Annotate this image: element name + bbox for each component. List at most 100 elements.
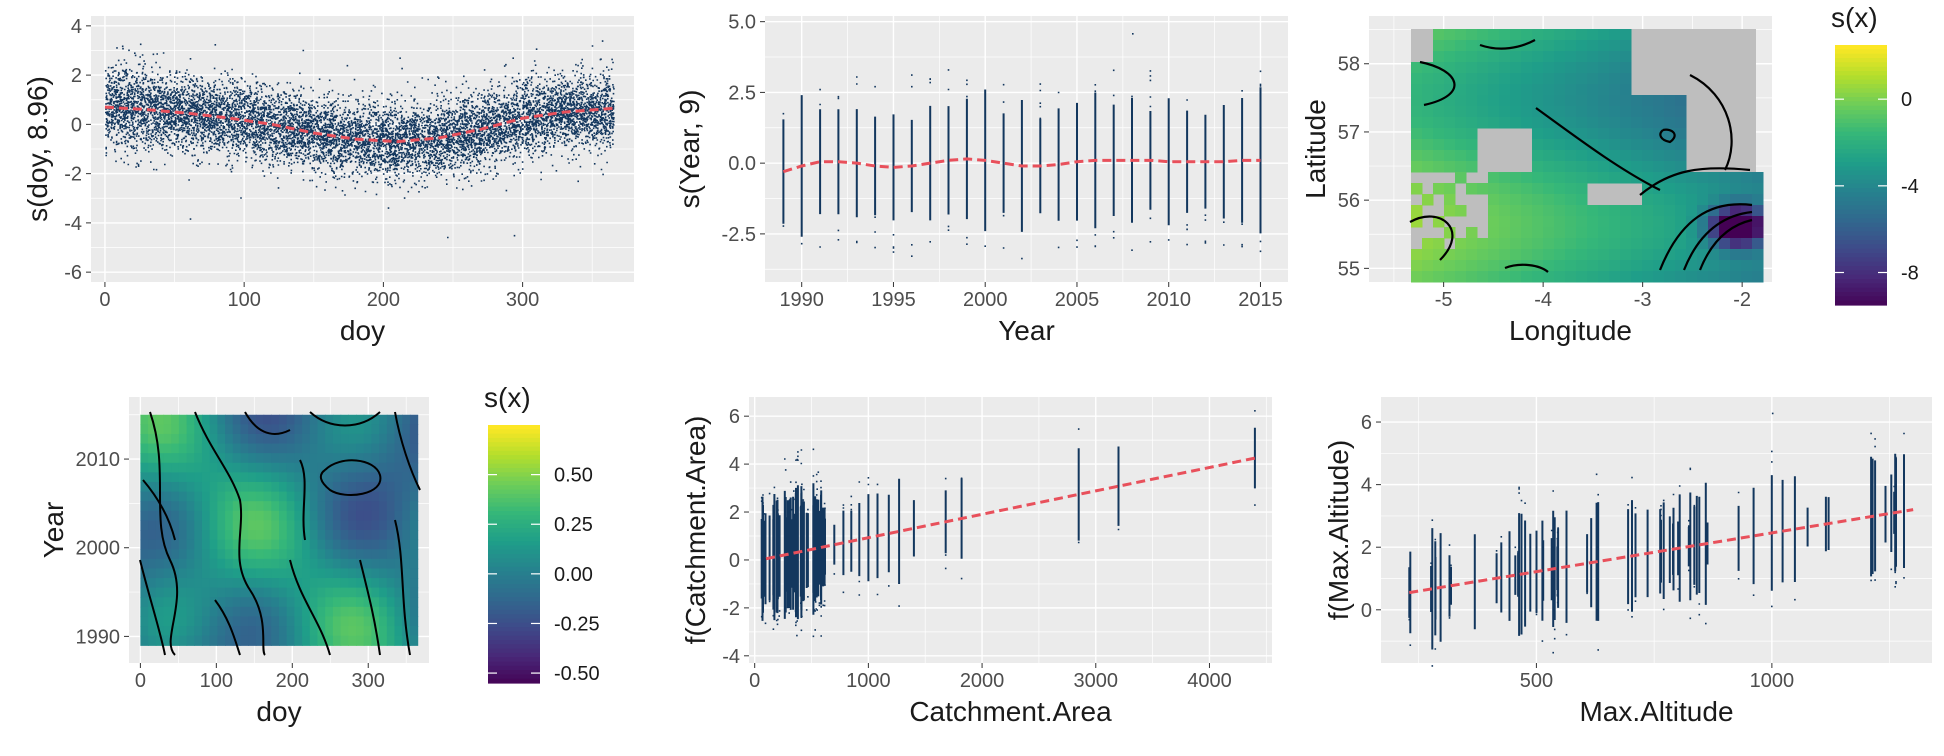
heatmap-cell <box>379 530 388 541</box>
legend-color-step <box>488 523 540 529</box>
heatmap-cell <box>186 520 195 531</box>
heatmap-cell <box>1499 51 1511 63</box>
heatmap-cell <box>163 472 172 483</box>
heatmap-cell <box>348 462 357 473</box>
heatmap-cell <box>194 481 203 493</box>
heatmap-cell <box>140 443 149 454</box>
heatmap-cell <box>1554 62 1566 74</box>
heatmap-cell <box>279 597 288 608</box>
heatmap-cell <box>163 587 172 598</box>
heatmap-cell <box>255 501 265 512</box>
heatmap-cell <box>248 616 257 627</box>
heatmap-cell <box>363 568 373 579</box>
heatmap-cell <box>248 491 257 502</box>
heatmap-cell <box>1521 238 1533 250</box>
heatmap-cell <box>201 635 211 646</box>
heatmap-cell <box>1631 216 1643 228</box>
heatmap-cell <box>386 481 396 493</box>
heatmap-cell <box>209 424 218 435</box>
heatmap-cell <box>201 549 211 560</box>
heatmap-cell <box>1620 29 1632 41</box>
heatmap-cell <box>225 558 234 570</box>
heatmap-cell <box>409 549 419 560</box>
heatmap-cells <box>140 414 419 646</box>
heatmap-cell <box>140 626 149 637</box>
heatmap-cell <box>1488 29 1500 41</box>
heatmap-cell <box>386 472 396 483</box>
heatmap-cell <box>279 616 288 627</box>
heatmap-cell <box>1411 84 1423 96</box>
heatmap-cell <box>1411 161 1423 173</box>
heatmap-cell <box>302 462 311 473</box>
heatmap-cell <box>402 606 411 618</box>
heatmap-cell <box>309 568 319 579</box>
heatmap-cell <box>171 539 180 550</box>
heatmap-cell <box>1631 271 1643 283</box>
legend-color-step <box>488 652 540 658</box>
heatmap-cell <box>225 414 234 425</box>
heatmap-cell <box>302 424 311 435</box>
heatmap-cell <box>402 472 411 483</box>
heatmap-cell <box>1455 205 1467 217</box>
heatmap-cell <box>1664 139 1676 151</box>
heatmap-cell <box>394 568 403 579</box>
heatmap-cell <box>1587 271 1599 283</box>
heatmap-cell <box>294 520 303 531</box>
legend-color-step <box>1835 153 1887 159</box>
heatmap-cell <box>325 491 334 502</box>
heatmap-cell <box>140 501 149 512</box>
heatmap-cell <box>1752 216 1764 228</box>
heatmap-cell <box>248 530 257 541</box>
heatmap-cell <box>1499 194 1511 206</box>
heatmap-cell <box>148 433 157 445</box>
legend-color-step <box>488 648 540 654</box>
heatmap-cell <box>286 424 296 435</box>
heatmap-cell <box>1609 62 1621 74</box>
heatmap-cell <box>1620 271 1632 283</box>
legend-color-step <box>1835 231 1887 237</box>
heatmap-cell <box>302 606 311 618</box>
heatmap-cell <box>279 491 288 502</box>
heatmap-cell <box>1499 73 1511 85</box>
panel-year: 1990 1995 2000 2005 2010 2015-2.50.02.55.0Yea… <box>674 12 1288 346</box>
legend-color-step <box>488 429 540 435</box>
heatmap-cell <box>178 549 188 560</box>
heatmap-cell <box>317 443 326 454</box>
heatmap-cell <box>356 606 365 618</box>
heatmap-cell <box>171 558 180 570</box>
heatmap-cell <box>332 597 342 608</box>
heatmap-cell <box>363 597 373 608</box>
legend-color-step <box>488 618 540 624</box>
heatmap-cell <box>348 453 357 464</box>
heatmap-cell <box>1719 205 1731 217</box>
heatmap-cell <box>140 453 149 464</box>
heatmap-cell <box>232 414 242 425</box>
legend-color-step <box>1835 218 1887 224</box>
heatmap-cell <box>1631 139 1643 151</box>
heatmap-cell <box>209 597 218 608</box>
legend-color-step <box>488 480 540 486</box>
heatmap-cell <box>1675 260 1687 272</box>
y-tick-label: 55 <box>1338 258 1360 280</box>
heatmap-cell <box>263 616 272 627</box>
heatmap-cell <box>340 433 349 445</box>
heatmap-cell <box>1631 238 1643 250</box>
heatmap-cell <box>186 510 195 521</box>
heatmap-cell <box>217 472 226 483</box>
heatmap-cell <box>309 597 319 608</box>
legend-color-step <box>488 437 540 443</box>
heatmap-cell <box>1653 150 1665 162</box>
heatmap-cell <box>1741 271 1753 283</box>
heatmap-cell <box>294 433 303 445</box>
heatmap-cell <box>271 626 280 637</box>
heatmap-cell <box>1620 51 1632 63</box>
heatmap-cell <box>1609 139 1621 151</box>
heatmap-cell <box>217 597 226 608</box>
y-tick-label: -2 <box>722 598 740 620</box>
heatmap-cell <box>163 568 172 579</box>
legend-tick-label: -4 <box>1901 176 1919 198</box>
heatmap-cell <box>1444 106 1456 118</box>
heatmap-cell <box>309 481 319 493</box>
heatmap-cell <box>1752 183 1764 195</box>
